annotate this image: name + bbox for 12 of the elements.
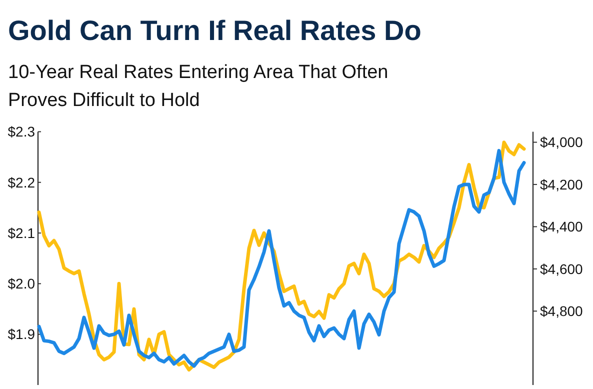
y2-tick-label: $4,200 <box>540 176 584 192</box>
y-tick-label: $2.2 <box>8 174 36 190</box>
y2-tick-label: $4,600 <box>540 260 584 277</box>
chart-subtitle: 10-Year Real Rates Entering Area That Often Proves Difficult to Hold <box>8 62 388 111</box>
y-tick-label: $2.0 <box>8 276 36 292</box>
y2-tick-label: $4,400 <box>540 218 584 235</box>
y-tick-label: $2.1 <box>8 224 36 241</box>
y-tick-label: $1.9 <box>8 326 36 342</box>
y-tick-label: $2.3 <box>8 124 36 140</box>
y2-tick-label: $4,800 <box>540 303 584 320</box>
chart-title: Gold Can Turn If Real Rates Do <box>8 15 422 46</box>
y2-tick-label: $4,000 <box>540 134 584 150</box>
